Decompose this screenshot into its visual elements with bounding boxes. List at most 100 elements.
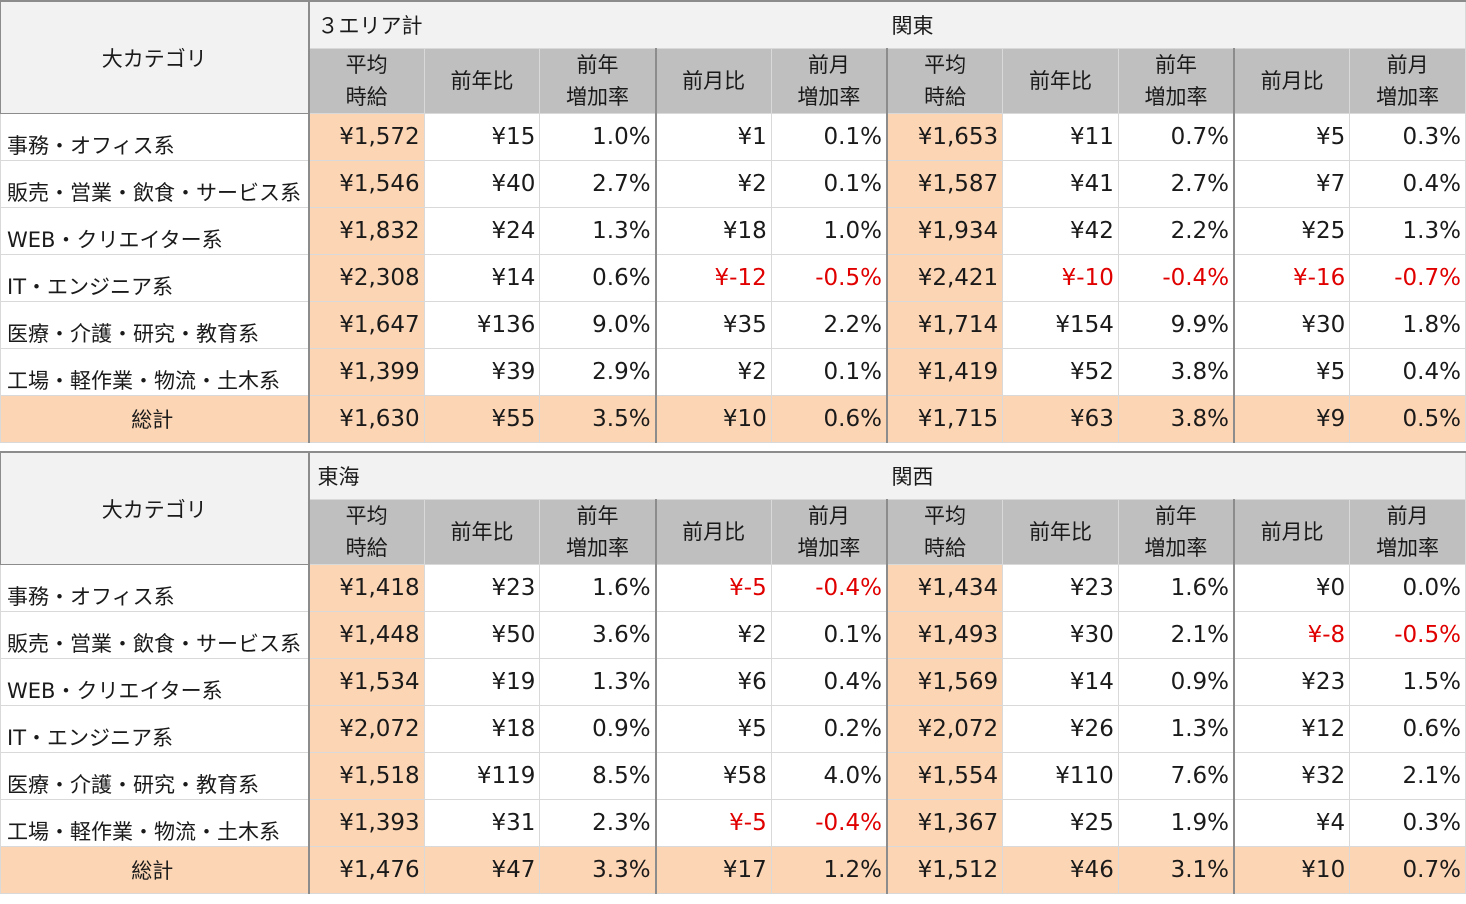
category-label: 販売・営業・飲食・サービス系 <box>0 611 309 659</box>
value-cell: ¥15 <box>423 113 541 161</box>
table-row: 事務・オフィス系 ¥1,572 ¥15 1.0% ¥1 0.1% ¥1,653 ¥11 0.7%… <box>0 113 1466 161</box>
header-yoy: 前年比 <box>1002 48 1119 114</box>
value-cell: ¥1,715 <box>885 395 1004 443</box>
value-cell: ¥2,308 <box>307 254 425 302</box>
wage-table-block: 大カテゴリ ３エリア計 関東 平均 時給 前年比 前年 増加率 前月比 前月 増加率 平均 時給 前年比前… <box>0 0 1466 443</box>
value-cell: 3.8% <box>1117 395 1235 443</box>
table-row: WEB・クリエイター系 ¥1,832 ¥24 1.3% ¥18 1.0% ¥1,934 ¥42… <box>0 207 1466 255</box>
header-mom: 前月比 <box>654 499 772 565</box>
value-cell: ¥5 <box>654 705 772 753</box>
value-cell: ¥17 <box>654 846 772 894</box>
value-cell: -0.7% <box>1349 254 1466 302</box>
header-avg-wage: 平均 時給 <box>307 48 425 114</box>
value-cell: -0.5% <box>1349 611 1466 659</box>
value-cell: ¥24 <box>423 207 541 255</box>
value-cell: ¥2,421 <box>885 254 1004 302</box>
value-cell: ¥1,572 <box>307 113 425 161</box>
value-cell: 1.9% <box>1117 799 1235 847</box>
value-cell: ¥1,832 <box>307 207 425 255</box>
category-label: 事務・オフィス系 <box>0 113 309 161</box>
value-cell: ¥42 <box>1002 207 1119 255</box>
value-cell: 2.7% <box>539 160 657 208</box>
value-cell: 3.3% <box>539 846 657 894</box>
value-cell: ¥0 <box>1233 564 1351 612</box>
table-row: IT・エンジニア系 ¥2,072 ¥18 0.9% ¥5 0.2% ¥2,072 ¥26 1.3… <box>0 705 1466 753</box>
value-cell: ¥25 <box>1002 799 1119 847</box>
category-label: 医療・介護・研究・教育系 <box>0 752 309 800</box>
value-cell: ¥23 <box>1002 564 1119 612</box>
header-mom-rate: 前月 増加率 <box>1349 48 1466 114</box>
value-cell: 1.3% <box>539 658 657 706</box>
value-cell: ¥5 <box>1233 348 1351 396</box>
header-mom: 前月比 <box>1233 48 1351 114</box>
category-label: 事務・オフィス系 <box>0 564 309 612</box>
value-cell: ¥1,367 <box>885 799 1004 847</box>
value-cell: ¥154 <box>1002 301 1119 349</box>
header-yoy-rate: 前年 増加率 <box>1117 48 1235 114</box>
value-cell: 8.5% <box>539 752 657 800</box>
value-cell: 0.1% <box>770 113 888 161</box>
value-cell: 1.5% <box>1349 658 1466 706</box>
header-yoy-rate: 前年 増加率 <box>539 48 657 114</box>
value-cell: ¥1,493 <box>885 611 1004 659</box>
value-cell: ¥-5 <box>654 564 772 612</box>
category-label: 工場・軽作業・物流・土木系 <box>0 799 309 847</box>
header-yoy: 前年比 <box>423 499 541 565</box>
value-cell: 0.3% <box>1349 113 1466 161</box>
table-row: 工場・軽作業・物流・土木系 ¥1,399 ¥39 2.9% ¥2 0.1% ¥1,419 ¥5… <box>0 348 1466 396</box>
value-cell: ¥-8 <box>1233 611 1351 659</box>
category-label: 販売・営業・飲食・サービス系 <box>0 160 309 208</box>
value-cell: ¥7 <box>1233 160 1351 208</box>
table-row: IT・エンジニア系 ¥2,308 ¥14 0.6% ¥-12 -0.5% ¥2,421 ¥-1… <box>0 254 1466 302</box>
value-cell: 0.4% <box>1349 348 1466 396</box>
value-cell: ¥1,448 <box>307 611 425 659</box>
value-cell: 1.2% <box>770 846 888 894</box>
value-cell: ¥12 <box>1233 705 1351 753</box>
value-cell: ¥11 <box>1002 113 1119 161</box>
value-cell: ¥58 <box>654 752 772 800</box>
value-cell: ¥23 <box>423 564 541 612</box>
value-cell: ¥1,546 <box>307 160 425 208</box>
table-row: WEB・クリエイター系 ¥1,534 ¥19 1.3% ¥6 0.4% ¥1,569 ¥14 0… <box>0 658 1466 706</box>
value-cell: ¥35 <box>654 301 772 349</box>
value-cell: -0.4% <box>770 799 888 847</box>
header-yoy: 前年比 <box>423 48 541 114</box>
value-cell: ¥50 <box>423 611 541 659</box>
header-mom: 前月比 <box>1233 499 1351 565</box>
value-cell: 3.6% <box>539 611 657 659</box>
category-label: WEB・クリエイター系 <box>0 207 309 255</box>
value-cell: ¥30 <box>1233 301 1351 349</box>
category-label: WEB・クリエイター系 <box>0 658 309 706</box>
value-cell: ¥1,630 <box>307 395 425 443</box>
value-cell: ¥1,399 <box>307 348 425 396</box>
value-cell: ¥10 <box>1233 846 1351 894</box>
value-cell: 0.6% <box>1349 705 1466 753</box>
value-cell: 1.3% <box>539 207 657 255</box>
table-row: 医療・介護・研究・教育系 ¥1,518 ¥119 8.5% ¥58 4.0% ¥1,554 ¥… <box>0 752 1466 800</box>
value-cell: ¥31 <box>423 799 541 847</box>
value-cell: ¥1,554 <box>885 752 1004 800</box>
value-cell: ¥-5 <box>654 799 772 847</box>
category-label: IT・エンジニア系 <box>0 254 309 302</box>
value-cell: ¥1,476 <box>307 846 425 894</box>
value-cell: ¥1,512 <box>885 846 1004 894</box>
total-row: 総計 ¥1,630 ¥55 3.5% ¥10 0.6% ¥1,715 ¥63 3.8% ¥9 0.5… <box>0 395 1466 443</box>
region-title-right: 関東 <box>886 0 1466 49</box>
category-header: 大カテゴリ <box>0 451 309 565</box>
value-cell: 1.0% <box>770 207 888 255</box>
region-title-right: 関西 <box>886 451 1466 500</box>
value-cell: ¥30 <box>1002 611 1119 659</box>
header-yoy-rate: 前年 増加率 <box>1117 499 1235 565</box>
value-cell: ¥1,647 <box>307 301 425 349</box>
value-cell: -0.5% <box>770 254 888 302</box>
value-cell: ¥1,534 <box>307 658 425 706</box>
value-cell: 0.4% <box>1349 160 1466 208</box>
header-avg-wage: 平均 時給 <box>885 48 1004 114</box>
category-label: 医療・介護・研究・教育系 <box>0 301 309 349</box>
value-cell: ¥47 <box>423 846 541 894</box>
value-cell: ¥46 <box>1002 846 1119 894</box>
value-cell: ¥18 <box>654 207 772 255</box>
value-cell: ¥55 <box>423 395 541 443</box>
header-avg-wage: 平均 時給 <box>885 499 1004 565</box>
value-cell: 0.4% <box>770 658 888 706</box>
